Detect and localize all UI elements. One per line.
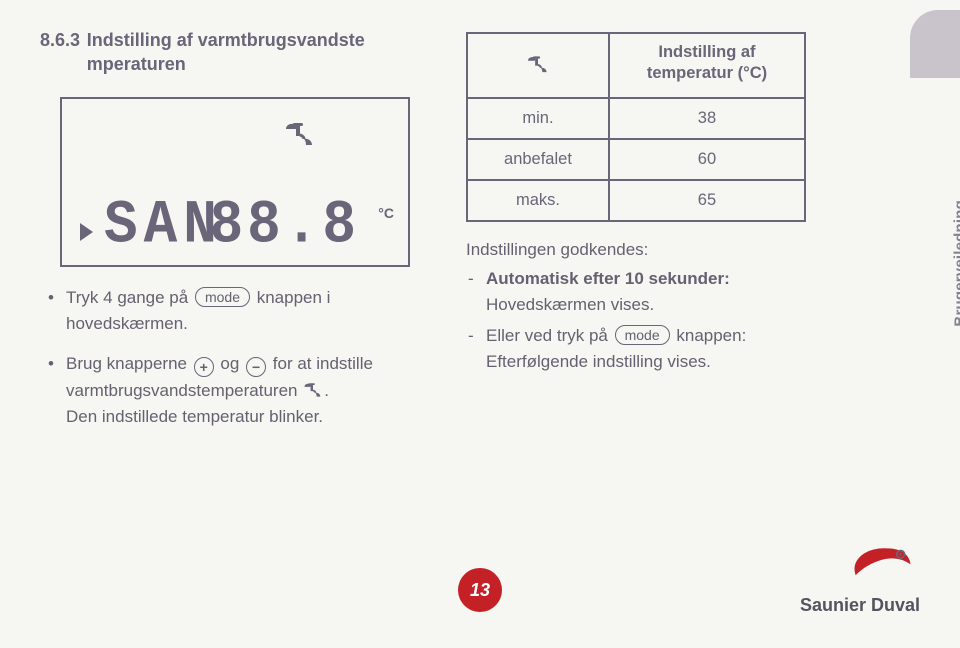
minus-icon: − (246, 357, 266, 377)
text: Hovedskærmen vises. (486, 295, 654, 314)
table-row: min. 38 (467, 98, 805, 139)
display-unit: °C (378, 205, 394, 221)
table-cell-label: anbefalet (467, 139, 609, 180)
text: og (216, 354, 244, 373)
text: Eller ved tryk på (486, 326, 613, 345)
table-header-icon-cell (467, 33, 609, 98)
page-number: 13 (470, 580, 490, 601)
tap-icon (525, 57, 551, 75)
mode-button-label: mode (615, 325, 670, 345)
page-number-badge: 13 (458, 568, 502, 612)
table-row: Indstilling af temperatur (°C) (467, 33, 805, 98)
instruction-item: • Brug knapperne + og − for at indstille… (48, 351, 430, 430)
section-title: Indstilling af varmtbrugsvandste mperatu… (87, 28, 430, 77)
brand-block: Saunier Duval (800, 540, 920, 616)
brand-logo-icon (844, 540, 920, 589)
display-value: 88.8 (210, 189, 360, 259)
table-cell-value: 60 (609, 139, 805, 180)
list-item: - Automatisk efter 10 sekunder: Hovedskæ… (468, 266, 826, 319)
side-tab-shape (910, 10, 960, 78)
instruction-item: • Tryk 4 gange på mode knappen i hovedsk… (48, 285, 430, 338)
list-item: - Eller ved tryk på mode knappen: Efterf… (468, 323, 826, 376)
table-header: Indstilling af temperatur (°C) (609, 33, 805, 98)
side-tab-label: Brugervejledning (952, 200, 960, 327)
display-mode-label: SAN (104, 189, 223, 259)
tap-icon (302, 381, 324, 400)
brand-name: Saunier Duval (800, 595, 920, 616)
pointer-icon (80, 223, 93, 241)
confirm-heading: Indstillingen godkendes: (466, 240, 826, 260)
plus-icon: + (194, 357, 214, 377)
mode-button-label: mode (195, 287, 250, 307)
section-number: 8.6.3 (40, 28, 87, 77)
section-heading: 8.6.3 Indstilling af varmtbrugsvandste m… (40, 28, 430, 77)
table-cell-label: maks. (467, 180, 609, 221)
table-cell-label: min. (467, 98, 609, 139)
text: Den indstillede temperatur blinker. (66, 407, 323, 426)
tap-icon (282, 121, 318, 154)
lcd-display: SAN 88.8 °C (60, 97, 410, 267)
temperature-table: Indstilling af temperatur (°C) min. 38 a… (466, 32, 806, 222)
text: Tryk 4 gange på (66, 288, 193, 307)
table-cell-value: 38 (609, 98, 805, 139)
table-row: anbefalet 60 (467, 139, 805, 180)
text: Brug knapperne (66, 354, 192, 373)
table-cell-value: 65 (609, 180, 805, 221)
table-row: maks. 65 (467, 180, 805, 221)
text-bold: Automatisk efter 10 sekunder: (486, 269, 730, 288)
